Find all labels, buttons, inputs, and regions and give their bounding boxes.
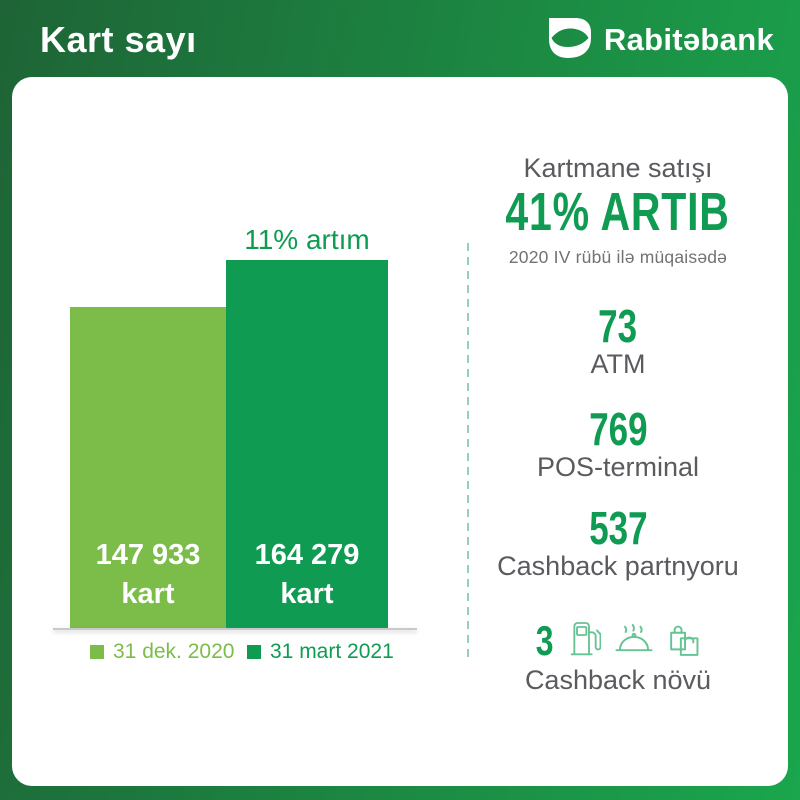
header: Kart sayı Rabitəbank: [0, 0, 800, 80]
legend-item-2021: 31 mart 2021: [247, 640, 394, 664]
bar-2021: 164 279 kart: [226, 260, 388, 628]
x-axis-line: [53, 628, 417, 630]
brand-name: Rabitəbank: [603, 22, 774, 57]
content-card: 11% artım 147 933 kart 164 279 kart 31 d…: [12, 77, 788, 786]
growth-annotation: 11% artım: [244, 224, 370, 255]
fuel-pump-icon: [569, 620, 602, 663]
brand-logo: Rabitəbank: [548, 17, 774, 63]
atm-label: ATM: [590, 349, 646, 379]
sales-comparison-note: 2020 IV rübü ilə müqaisədə: [508, 247, 728, 267]
cashback-type-count: 3: [536, 617, 554, 664]
legend-swatch-light: [90, 645, 104, 659]
legend-item-2020: 31 dek. 2020: [90, 640, 234, 664]
shopping-bags-icon: [667, 620, 703, 663]
cashback-partner-count: 537: [588, 502, 648, 554]
sales-title: Kartmane satışı: [523, 153, 713, 183]
chart-legend: 31 dek. 2020 31 mart 2021: [12, 640, 458, 668]
bar-2021-label: 164 279 kart: [254, 539, 360, 610]
pos-count: 769: [588, 403, 648, 455]
bar-2020-label: 147 933 kart: [95, 539, 201, 610]
dashed-divider: [467, 243, 469, 657]
rabitabank-leaf-icon: [548, 17, 591, 63]
page-title: Kart sayı: [40, 19, 197, 60]
food-cloche-icon: [613, 620, 655, 663]
cashback-type-label: Cashback növü: [524, 665, 712, 695]
cashback-types: 3: [458, 617, 778, 665]
stats-column: Kartmane satışı 41% ARTIB 2020 IV rübü i…: [458, 77, 778, 786]
bar-2020: 147 933 kart: [70, 307, 226, 628]
sales-growth-value: 41% ARTIB: [505, 182, 731, 242]
pos-label: POS-terminal: [536, 452, 700, 482]
atm-count: 73: [598, 300, 638, 352]
card-count-bar-chart: 11% artım 147 933 kart 164 279 kart 31 d…: [12, 77, 458, 786]
legend-swatch-dark: [247, 645, 261, 659]
cashback-partner-label: Cashback partnyoru: [497, 551, 739, 581]
